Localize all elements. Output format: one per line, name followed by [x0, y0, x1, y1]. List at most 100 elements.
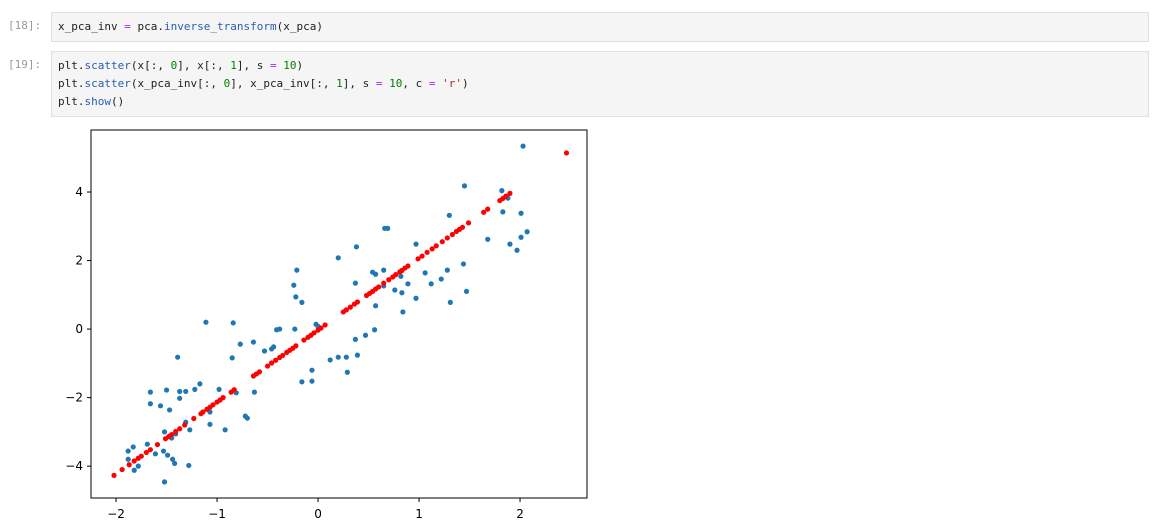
point: [161, 479, 168, 485]
point: [251, 389, 258, 395]
point: [237, 341, 243, 347]
point: [191, 415, 197, 422]
point: [520, 143, 526, 149]
y-tick-label: 2: [75, 254, 83, 268]
point: [222, 427, 228, 433]
point: [507, 241, 513, 247]
point: [197, 381, 203, 387]
point: [449, 231, 455, 238]
point: [415, 256, 421, 262]
point: [393, 271, 399, 278]
point: [381, 267, 387, 273]
point: [229, 355, 235, 361]
point: [177, 395, 183, 401]
point: [274, 327, 280, 333]
point: [182, 422, 188, 428]
point: [405, 281, 411, 287]
point: [485, 206, 491, 212]
point: [170, 456, 176, 462]
point: [459, 224, 466, 230]
point: [461, 183, 468, 189]
prompt: [18]:: [8, 19, 42, 32]
prompt: [19]:: [8, 58, 42, 71]
point: [301, 337, 307, 343]
point: [413, 241, 419, 247]
point: [481, 209, 487, 215]
point: [344, 369, 350, 375]
point: [524, 229, 530, 235]
code-line: plt.scatter(x_pca_inv[:, 0], x_pca_inv[:…: [58, 77, 469, 90]
point: [433, 243, 439, 249]
point: [138, 453, 144, 459]
point: [419, 253, 425, 259]
point: [352, 336, 359, 342]
point: [353, 244, 360, 250]
point: [428, 281, 434, 287]
point: [264, 363, 271, 369]
point: [177, 388, 183, 395]
point: [154, 441, 161, 448]
point: [322, 322, 328, 328]
point: [147, 447, 153, 453]
point: [444, 267, 450, 273]
point: [125, 456, 131, 462]
point: [354, 352, 361, 358]
point: [210, 402, 216, 408]
point: [347, 304, 353, 310]
point: [422, 270, 428, 276]
point: [413, 295, 419, 301]
point: [352, 280, 359, 286]
point: [250, 339, 257, 345]
point: [271, 344, 277, 350]
point: [152, 451, 159, 457]
point: [485, 236, 491, 242]
point: [192, 386, 198, 392]
point: [168, 432, 175, 438]
code-line: plt.scatter(x[:, 0], x[:, 1], s = 10): [58, 59, 304, 72]
point: [514, 247, 520, 253]
point: [187, 427, 193, 433]
point: [439, 239, 445, 245]
point: [309, 378, 315, 384]
point: [160, 448, 167, 454]
point: [518, 234, 524, 240]
code-cell: plt.scatter(x[:, 0], x[:, 1], s = 10) plt…: [51, 51, 1149, 117]
point: [231, 387, 237, 393]
point: [256, 369, 263, 375]
point: [273, 357, 279, 363]
x-tick-label: 0: [314, 507, 322, 521]
point: [405, 263, 411, 269]
point: [438, 276, 444, 282]
point: [343, 354, 349, 360]
point: [373, 303, 379, 309]
point: [135, 463, 141, 469]
point: [244, 415, 250, 421]
point: [294, 267, 300, 273]
code-line: plt.show(): [58, 95, 125, 108]
code-cell: x_pca_inv = pca.inverse_transform(x_pca): [51, 12, 1149, 42]
point: [381, 280, 387, 286]
y-tick-label: −2: [65, 391, 83, 405]
x-tick-label: 1: [415, 507, 423, 521]
point: [166, 407, 173, 413]
point: [280, 352, 286, 359]
point: [293, 343, 299, 349]
point: [261, 348, 268, 354]
point: [446, 212, 452, 218]
point: [424, 249, 430, 255]
point: [161, 429, 168, 435]
point: [299, 379, 305, 385]
point: [335, 255, 341, 261]
point: [373, 271, 379, 277]
point: [392, 287, 398, 293]
y-tick-label: −4: [65, 459, 83, 473]
point: [335, 354, 341, 360]
point: [465, 220, 472, 226]
point: [385, 225, 391, 231]
point: [318, 325, 324, 331]
point: [175, 354, 181, 360]
x-tick-label: −2: [107, 507, 125, 521]
point: [230, 320, 236, 326]
point: [131, 458, 137, 464]
